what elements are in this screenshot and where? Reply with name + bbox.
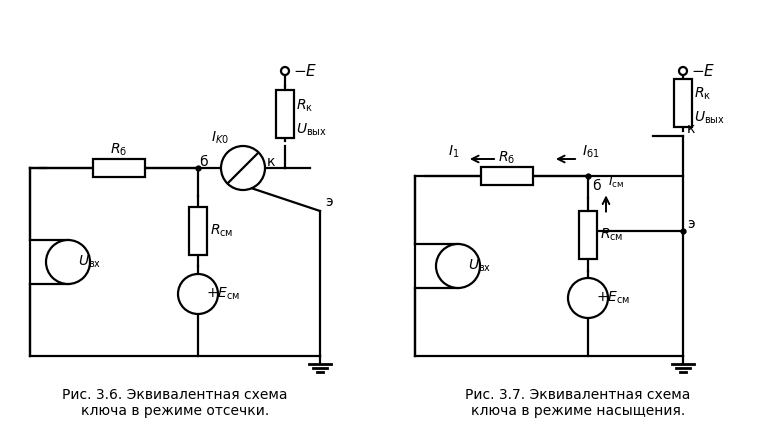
Circle shape [679, 67, 687, 75]
Text: б: б [199, 155, 207, 169]
Bar [481, 167, 532, 185]
Text: $I_{K0}$: $I_{K0}$ [211, 130, 229, 146]
Text: Рис. 3.6. Эквивалентная схема
ключа в режиме отсечки.: Рис. 3.6. Эквивалентная схема ключа в ре… [63, 388, 287, 418]
Text: $I_{\rm б1}$: $I_{\rm б1}$ [582, 144, 599, 161]
Text: к: к [267, 155, 276, 169]
Circle shape [221, 146, 265, 190]
Text: $I_1$: $I_1$ [448, 144, 459, 161]
Text: $U_{\rm вх}$: $U_{\rm вх}$ [468, 258, 492, 274]
Text: $R_{\rm см}$: $R_{\rm см}$ [600, 226, 623, 243]
Text: э: э [325, 195, 333, 209]
Bar [579, 211, 597, 259]
Circle shape [436, 244, 480, 288]
Text: э: э [687, 217, 695, 231]
Circle shape [178, 274, 218, 314]
Text: Рис. 3.7. Эквивалентная схема
ключа в режиме насыщения.: Рис. 3.7. Эквивалентная схема ключа в ре… [465, 388, 691, 418]
Text: $+ E_{\rm см}$: $+ E_{\rm см}$ [206, 286, 240, 302]
Text: б: б [592, 179, 601, 193]
Text: к: к [687, 122, 695, 136]
Text: $R_{\rm см}$: $R_{\rm см}$ [210, 223, 233, 239]
Text: $- E$: $- E$ [293, 63, 317, 79]
Text: $R_{\rm б}$: $R_{\rm б}$ [498, 150, 515, 166]
Text: $I_{\rm см}$: $I_{\rm см}$ [608, 175, 624, 190]
Circle shape [568, 278, 608, 318]
Text: $U_{\rm вых}$: $U_{\rm вых}$ [694, 109, 725, 126]
Text: $+ E_{\rm см}$: $+ E_{\rm см}$ [596, 290, 630, 306]
Bar [189, 207, 207, 255]
Text: $R_{\rm б}$: $R_{\rm б}$ [110, 142, 128, 158]
Bar [276, 90, 294, 137]
Circle shape [46, 240, 90, 284]
Bar [93, 159, 145, 177]
Text: $U_{\rm вх}$: $U_{\rm вх}$ [78, 254, 101, 270]
Text: $R_{\rm к}$: $R_{\rm к}$ [694, 85, 711, 102]
Text: $R_{\rm к}$: $R_{\rm к}$ [296, 98, 313, 114]
Text: $- E$: $- E$ [691, 63, 716, 79]
Bar [674, 79, 692, 127]
Text: $U_{\rm вых}$: $U_{\rm вых}$ [296, 122, 327, 138]
Circle shape [281, 67, 289, 75]
